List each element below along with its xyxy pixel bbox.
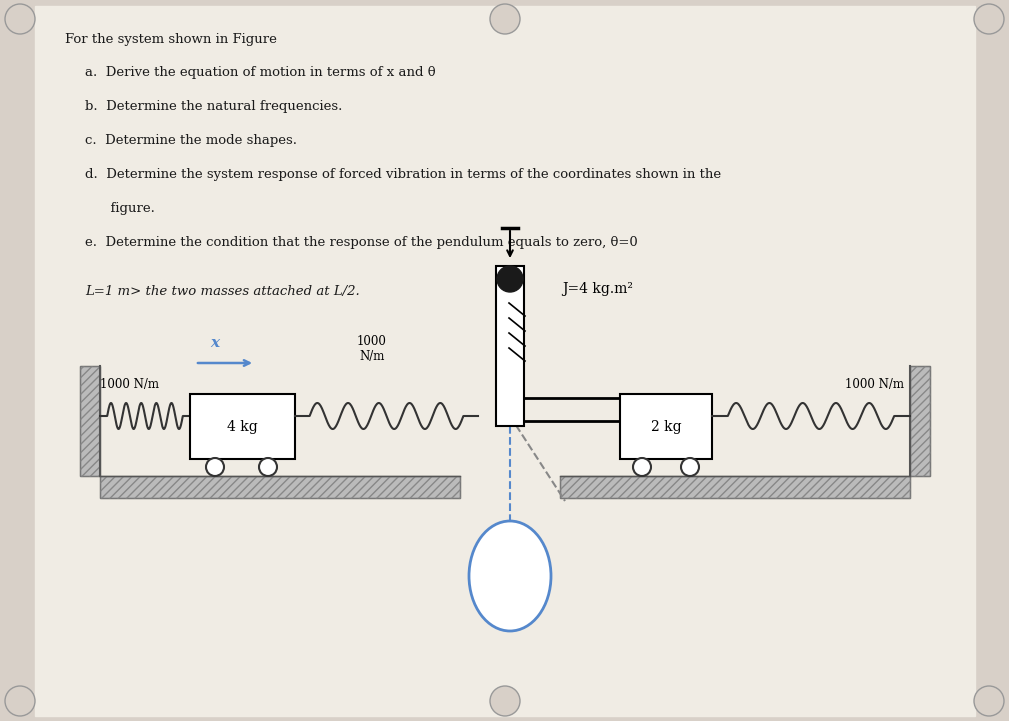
Text: figure.: figure. bbox=[85, 202, 154, 215]
Text: 1000 N/m: 1000 N/m bbox=[845, 378, 904, 391]
Circle shape bbox=[259, 458, 277, 476]
Text: b.  Determine the natural frequencies.: b. Determine the natural frequencies. bbox=[85, 100, 342, 113]
Bar bbox=[190, 394, 295, 459]
Bar bbox=[560, 476, 910, 498]
Circle shape bbox=[490, 686, 520, 716]
Text: 1000
N/m: 1000 N/m bbox=[357, 335, 386, 363]
Bar bbox=[80, 366, 100, 476]
Circle shape bbox=[5, 4, 35, 34]
Ellipse shape bbox=[469, 521, 551, 631]
Text: 1000 N/m: 1000 N/m bbox=[100, 378, 159, 391]
Text: L=1 m> the two masses attached at L/2.: L=1 m> the two masses attached at L/2. bbox=[85, 285, 360, 298]
Bar bbox=[100, 476, 460, 498]
Text: d.  Determine the system response of forced vibration in terms of the coordinate: d. Determine the system response of forc… bbox=[85, 168, 721, 181]
Text: 2 kg: 2 kg bbox=[651, 420, 681, 433]
Circle shape bbox=[497, 266, 523, 292]
Circle shape bbox=[974, 686, 1004, 716]
Text: e.  Determine the condition that the response of the pendulum equals to zero, θ=: e. Determine the condition that the resp… bbox=[85, 236, 638, 249]
Circle shape bbox=[490, 4, 520, 34]
Circle shape bbox=[206, 458, 224, 476]
Text: For the system shown in Figure: For the system shown in Figure bbox=[65, 33, 276, 46]
Bar bbox=[620, 394, 712, 459]
Text: x: x bbox=[210, 336, 219, 350]
Text: J=4 kg.m²: J=4 kg.m² bbox=[562, 282, 633, 296]
Text: c.  Determine the mode shapes.: c. Determine the mode shapes. bbox=[85, 134, 297, 147]
Circle shape bbox=[5, 686, 35, 716]
Circle shape bbox=[633, 458, 651, 476]
Bar bbox=[910, 366, 930, 476]
Text: 4 kg: 4 kg bbox=[227, 420, 258, 433]
Bar bbox=[496, 266, 524, 426]
Text: a.  Derive the equation of motion in terms of x and θ: a. Derive the equation of motion in term… bbox=[85, 66, 436, 79]
Circle shape bbox=[681, 458, 699, 476]
Circle shape bbox=[974, 4, 1004, 34]
